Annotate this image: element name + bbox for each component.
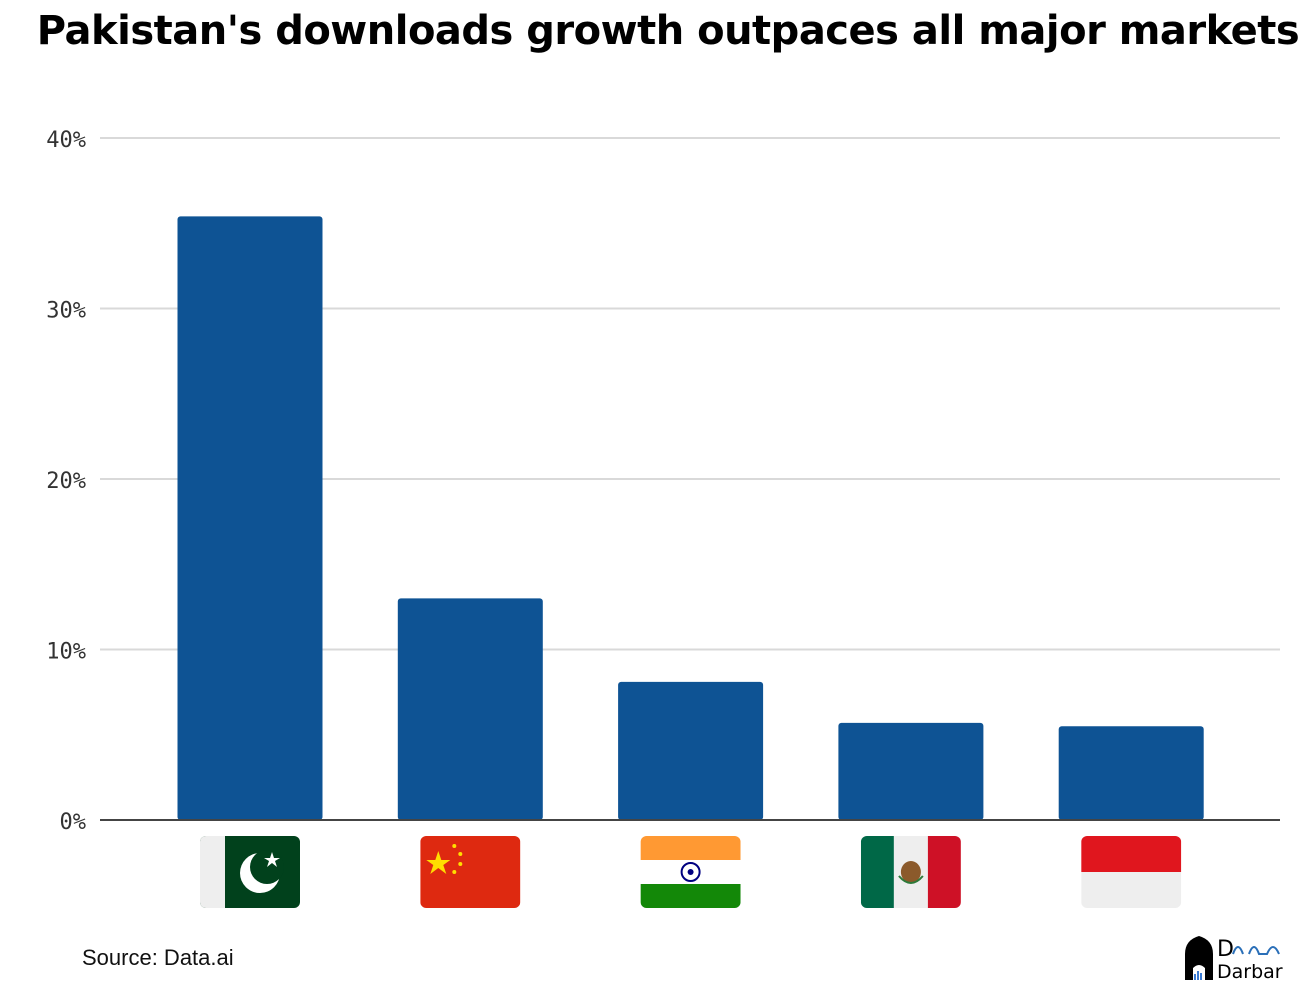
indonesia-flag-icon [1081,836,1182,908]
y-tick-label: 10% [46,640,86,665]
india-flag-icon [640,836,741,908]
bar-indonesia [1058,726,1204,820]
pakistan-flag-icon [200,836,300,908]
bar-pakistan [177,216,323,820]
y-tick-label: 30% [46,299,86,324]
data-darbar-logo: D Darbar [1185,936,1283,982]
bar-mexico [838,722,984,820]
y-tick-label: 40% [46,128,86,153]
bar-china [397,598,543,820]
china-flag-icon [420,836,521,908]
chart-title: Pakistan's downloads growth outpaces all… [36,8,1300,54]
y-tick-label: 20% [46,469,86,494]
svg-text:Darbar: Darbar [1217,961,1283,982]
y-tick-label: 0% [60,810,87,835]
bar-india [618,681,764,820]
svg-text:D: D [1217,937,1234,962]
source-note: Source: Data.ai [82,945,234,970]
mexico-flag-icon [860,836,961,908]
